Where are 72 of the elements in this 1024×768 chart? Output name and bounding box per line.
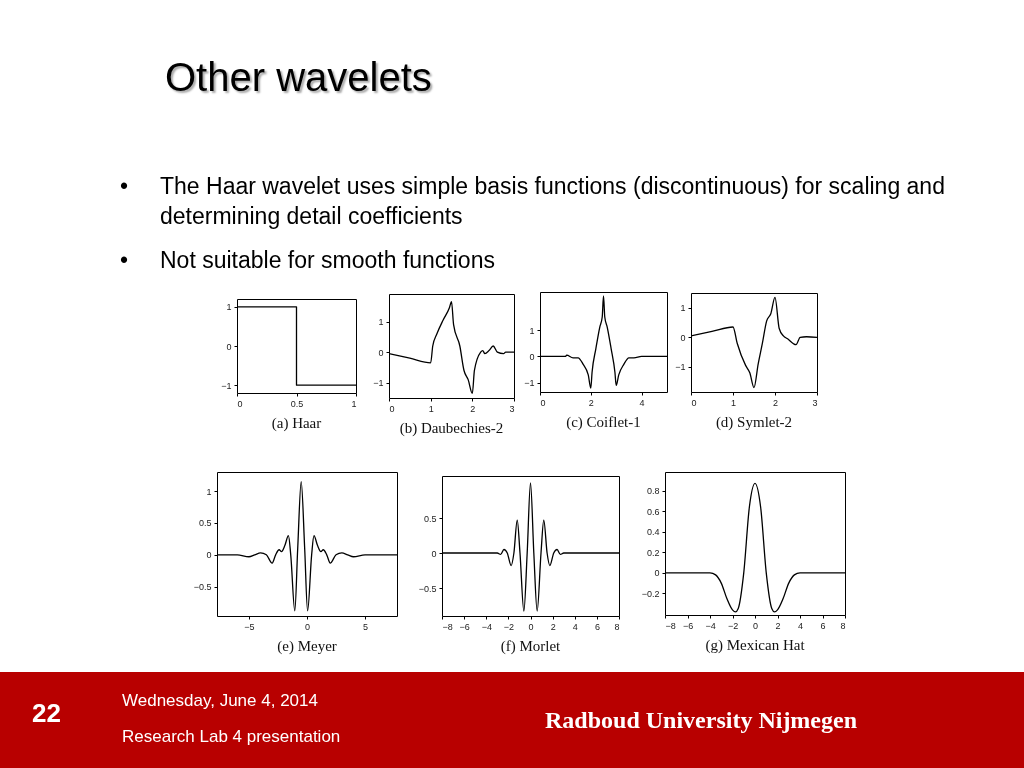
y-tick-label: 0.8 (646, 486, 660, 497)
text: (d) Symlet-2 (715, 414, 793, 431)
x-tick-label: 6 (594, 621, 600, 632)
text: Wednesday, June 4, 2014 (122, 690, 319, 712)
y-tick-label: 0 (226, 341, 232, 352)
x-tick-label: 2 (470, 403, 476, 414)
y-tick-label: 1 (378, 317, 384, 328)
y-tick-label: 0 (378, 347, 384, 358)
text: (c) Coiflet-1 (566, 414, 641, 431)
y-tick-label: 0.5 (198, 518, 212, 529)
text: (e) Meyer (277, 638, 337, 655)
y-tick-label: −0.5 (418, 583, 437, 594)
y-tick-label: 1 (529, 325, 535, 336)
y-tick-label: 0.5 (423, 513, 437, 524)
text: Other wavelets (165, 55, 432, 100)
text: (g) Mexican Hat (705, 637, 806, 654)
y-tick-label: 0 (206, 550, 212, 561)
y-tick-label: 1 (680, 303, 686, 314)
x-tick-label: 3 (812, 397, 818, 408)
y-tick-label: 0.2 (646, 547, 660, 558)
y-tick-label: 0.4 (646, 527, 660, 538)
x-tick-label: 0 (540, 397, 546, 408)
y-tick-label: 0 (529, 351, 535, 362)
x-tick-label: 2 (775, 620, 781, 631)
x-tick-label: 0 (752, 620, 759, 631)
y-tick-label: −1 (524, 378, 535, 389)
y-tick-label: 1 (206, 486, 212, 497)
y-tick-label: −1 (373, 378, 384, 389)
text: Research Lab 4 presentation (122, 726, 342, 748)
x-tick-label: −4 (481, 621, 492, 632)
x-tick-label: 1 (351, 398, 357, 409)
y-tick-label: −0.5 (193, 582, 212, 593)
x-tick-label: 2 (588, 397, 594, 408)
text: 22 (32, 697, 62, 730)
x-tick-label: 5 (363, 621, 369, 632)
x-tick-label: 4 (797, 620, 804, 631)
y-tick-label: 0.6 (646, 506, 660, 517)
x-tick-label: −6 (459, 621, 470, 632)
x-tick-label: −2 (727, 620, 739, 631)
x-tick-label: −5 (244, 621, 255, 632)
text: Radboud University Nijmegen (545, 706, 858, 735)
text: (a) Haar (271, 415, 322, 432)
x-tick-label: 0 (304, 621, 311, 632)
x-tick-label: 0.5 (290, 398, 304, 409)
text: (b) Daubechies-2 (399, 420, 504, 437)
x-tick-label: 4 (572, 621, 578, 632)
y-tick-label: −0.2 (641, 588, 660, 599)
x-tick-label: 2 (550, 621, 556, 632)
y-tick-label: 0 (431, 548, 437, 559)
x-tick-label: 6 (820, 620, 826, 631)
text: (f) Morlet (500, 638, 562, 655)
x-tick-label: 2 (772, 397, 779, 408)
x-tick-label: 0 (389, 403, 395, 414)
x-tick-label: 0 (237, 398, 243, 409)
x-tick-label: 8 (614, 621, 620, 632)
y-tick-label: 0 (680, 332, 686, 343)
y-tick-label: −1 (675, 362, 686, 373)
x-tick-label: 3 (509, 403, 515, 414)
x-tick-label: −2 (503, 621, 515, 632)
x-tick-label: −8 (665, 620, 676, 631)
y-tick-label: −1 (221, 380, 232, 391)
x-tick-label: 0 (691, 397, 697, 408)
y-tick-label: 1 (226, 302, 232, 313)
y-tick-label: 0 (654, 568, 660, 579)
x-tick-label: −6 (682, 620, 694, 631)
x-tick-label: −4 (705, 620, 716, 631)
x-tick-label: 8 (840, 620, 846, 631)
text: • Not suitable for smooth functions (120, 246, 496, 275)
x-tick-label: 4 (639, 397, 645, 408)
x-tick-label: −8 (442, 621, 453, 632)
x-tick-label: 1 (730, 397, 737, 408)
text: • The Haar wavelet uses simple basis functions (discontinuous) for scaling and determining detail coefficients (120, 172, 946, 231)
